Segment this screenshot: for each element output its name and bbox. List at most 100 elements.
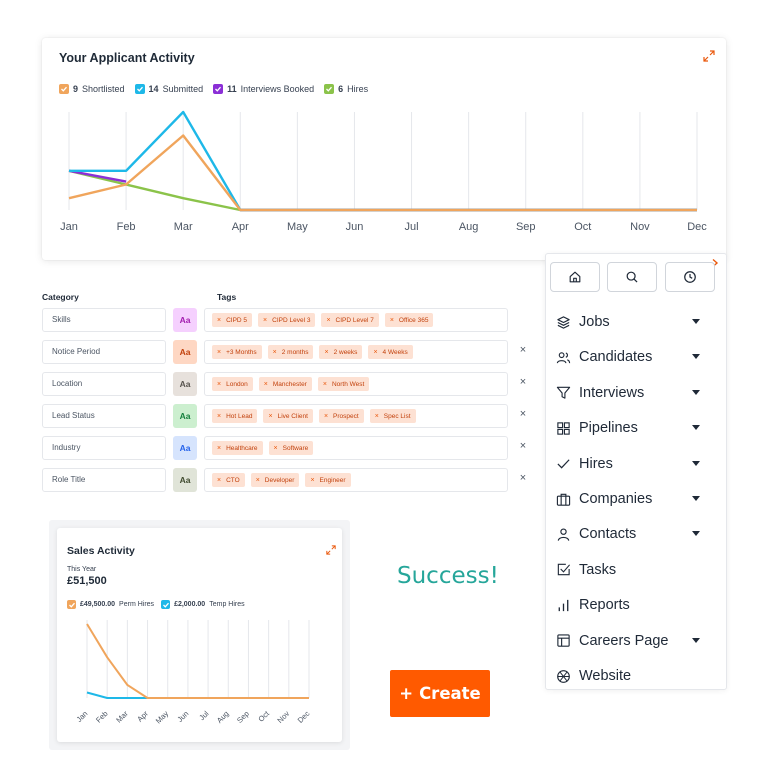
search-button[interactable]	[607, 262, 657, 292]
text-style-badge[interactable]: Aa	[173, 308, 197, 332]
tag-remove-icon[interactable]: ×	[324, 348, 329, 356]
tag-chip[interactable]: × CIPD Level 3	[258, 313, 316, 327]
tags-field[interactable]: × +3 Months × 2 months × 2 weeks × 4 Weeks	[204, 340, 508, 364]
tag-chip[interactable]: × Office 365	[384, 313, 434, 327]
checkbox-icon[interactable]	[59, 84, 69, 94]
tag-chip[interactable]: × Developer	[250, 473, 300, 487]
checkbox-icon[interactable]	[324, 84, 335, 94]
tag-chip[interactable]: × +3 Months	[212, 345, 262, 359]
tag-remove-icon[interactable]: ×	[217, 476, 222, 484]
legend-item-temp-hires[interactable]: £2,000.00 Temp Hires	[161, 600, 245, 609]
nav-item-companies[interactable]: Companies	[554, 486, 720, 512]
tag-chip[interactable]: × Hot Lead	[212, 409, 258, 423]
tag-chip[interactable]: × Software	[268, 441, 314, 455]
tag-chip[interactable]: × Healthcare	[212, 441, 263, 455]
tag-chip[interactable]: × CTO	[212, 473, 245, 487]
tag-remove-icon[interactable]: ×	[217, 316, 222, 324]
category-field[interactable]: Notice Period	[42, 340, 166, 364]
checkbox-icon[interactable]	[161, 600, 171, 609]
category-field[interactable]: Location	[42, 372, 166, 396]
nav-item-contacts[interactable]: Contacts	[554, 521, 720, 547]
text-style-badge[interactable]: Aa	[173, 372, 197, 396]
nav-item-careers-page[interactable]: Careers Page	[554, 628, 720, 654]
expand-icon[interactable]	[703, 50, 715, 62]
caret-down-icon[interactable]	[692, 354, 700, 360]
tag-remove-icon[interactable]: ×	[255, 476, 260, 484]
legend-item-submitted[interactable]: 14 Submitted	[134, 84, 203, 94]
tags-field[interactable]: × Hot Lead × Live Client × Prospect × Spec List	[204, 404, 508, 428]
nav-item-candidates[interactable]: Candidates	[554, 344, 720, 370]
nav-item-jobs[interactable]: Jobs	[554, 309, 720, 335]
tag-remove-icon[interactable]: ×	[322, 380, 327, 388]
caret-down-icon[interactable]	[692, 460, 700, 466]
remove-row-icon[interactable]: ×	[519, 376, 527, 388]
text-style-badge[interactable]: Aa	[173, 404, 197, 428]
nav-item-hires[interactable]: Hires	[554, 451, 720, 477]
caret-down-icon[interactable]	[692, 496, 700, 501]
tag-chip[interactable]: × CIPD Level 7	[321, 313, 379, 327]
tag-chip[interactable]: × Live Client	[263, 409, 313, 423]
legend-item-interviews-booked[interactable]: 11 Interviews Booked	[213, 84, 314, 94]
nav-item-pipelines[interactable]: Pipelines	[554, 415, 720, 441]
create-button[interactable]: + Create	[390, 670, 490, 717]
legend-item-perm-hires[interactable]: £49,500.00 Perm Hires	[67, 600, 154, 609]
tag-chip[interactable]: × Manchester	[258, 377, 312, 391]
tag-chip[interactable]: × Spec List	[369, 409, 416, 423]
tag-remove-icon[interactable]: ×	[263, 316, 268, 324]
expand-icon[interactable]	[326, 545, 336, 555]
caret-down-icon[interactable]	[692, 425, 700, 431]
tag-remove-icon[interactable]: ×	[273, 444, 278, 452]
tag-remove-icon[interactable]: ×	[217, 348, 222, 356]
tag-chip[interactable]: × 2 months	[267, 345, 314, 359]
tag-chip[interactable]: × 4 Weeks	[368, 345, 413, 359]
tag-remove-icon[interactable]: ×	[310, 476, 315, 484]
checkbox-icon[interactable]	[213, 84, 224, 94]
checkbox-icon[interactable]	[67, 600, 76, 609]
tag-chip[interactable]: × Engineer	[305, 473, 351, 487]
tag-remove-icon[interactable]: ×	[217, 380, 222, 388]
checkbox-icon[interactable]	[134, 84, 145, 94]
tags-field[interactable]: × CTO × Developer × Engineer	[204, 468, 508, 492]
legend-item-shortlisted[interactable]: 9 Shortlisted	[59, 84, 125, 94]
text-style-badge[interactable]: Aa	[173, 468, 197, 492]
caret-down-icon[interactable]	[692, 389, 700, 395]
nav-item-interviews[interactable]: Interviews	[554, 380, 720, 406]
tag-remove-icon[interactable]: ×	[217, 444, 222, 452]
tag-chip[interactable]: × CIPD 5	[212, 313, 253, 327]
tags-field[interactable]: × CIPD 5 × CIPD Level 3 × CIPD Level 7 × Office…	[204, 308, 508, 332]
tag-chip[interactable]: × North West	[317, 377, 370, 391]
category-field[interactable]: Role Title	[42, 468, 166, 492]
remove-row-icon[interactable]: ×	[519, 472, 527, 484]
tag-chip[interactable]: × London	[212, 377, 253, 391]
tag-remove-icon[interactable]: ×	[217, 412, 222, 420]
tag-remove-icon[interactable]: ×	[268, 412, 273, 420]
tags-field[interactable]: × London × Manchester × North West	[204, 372, 508, 396]
tag-remove-icon[interactable]: ×	[272, 348, 277, 356]
category-field[interactable]: Lead Status	[42, 404, 166, 428]
home-button[interactable]	[550, 262, 600, 292]
nav-item-reports[interactable]: Reports	[554, 592, 720, 618]
recent-button[interactable]	[665, 262, 715, 292]
tag-remove-icon[interactable]: ×	[323, 412, 329, 420]
remove-row-icon[interactable]: ×	[519, 344, 527, 356]
remove-row-icon[interactable]: ×	[519, 408, 527, 420]
tag-chip[interactable]: × 2 weeks	[319, 345, 363, 359]
category-field[interactable]: Industry	[42, 436, 166, 460]
legend-item-hires[interactable]: 6 Hires	[324, 84, 368, 94]
nav-item-website[interactable]: Website	[554, 663, 720, 689]
caret-down-icon[interactable]	[692, 637, 700, 643]
caret-down-icon[interactable]	[692, 531, 700, 537]
nav-item-tasks[interactable]: Tasks	[554, 557, 720, 583]
remove-row-icon[interactable]: ×	[519, 440, 527, 452]
tags-field[interactable]: × Healthcare × Software	[204, 436, 508, 460]
tag-remove-icon[interactable]: ×	[374, 412, 379, 420]
tag-remove-icon[interactable]: ×	[373, 348, 378, 356]
text-style-badge[interactable]: Aa	[173, 436, 197, 460]
caret-down-icon[interactable]	[692, 319, 700, 324]
tag-remove-icon[interactable]: ×	[326, 316, 331, 324]
tag-remove-icon[interactable]: ×	[389, 316, 394, 324]
tag-remove-icon[interactable]: ×	[263, 380, 268, 388]
tag-chip[interactable]: × Prospect	[318, 409, 364, 423]
text-style-badge[interactable]: Aa	[173, 340, 197, 364]
category-field[interactable]: Skills	[42, 308, 166, 332]
